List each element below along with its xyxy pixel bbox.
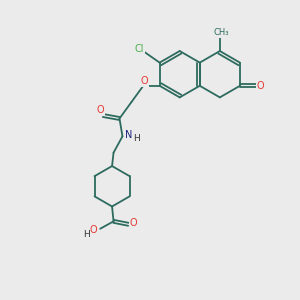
Text: H: H [83, 230, 90, 238]
Text: CH₃: CH₃ [214, 28, 229, 37]
Text: O: O [130, 218, 138, 228]
Text: N: N [125, 130, 133, 140]
Text: O: O [140, 76, 148, 86]
Text: O: O [96, 105, 104, 115]
Text: O: O [257, 81, 265, 91]
Text: H: H [133, 134, 140, 143]
Text: Cl: Cl [135, 44, 144, 54]
Text: O: O [90, 225, 98, 235]
